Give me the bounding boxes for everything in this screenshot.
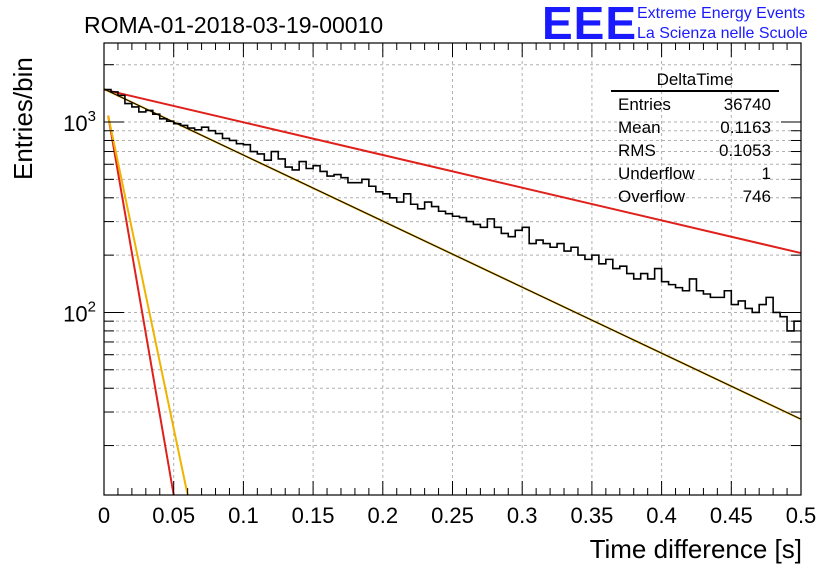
stats-value: 0.1053 bbox=[719, 141, 771, 160]
y-tick-label: 102 bbox=[63, 298, 96, 326]
stats-label: RMS bbox=[618, 141, 656, 160]
stats-label: Overflow bbox=[618, 187, 686, 206]
stats-label: Underflow bbox=[618, 164, 695, 183]
x-tick-label: 0.2 bbox=[368, 503, 399, 528]
y-axis-ticks: 103 102 bbox=[63, 64, 801, 447]
fit-line-red bbox=[107, 115, 175, 496]
stats-title: DeltaTime bbox=[611, 70, 779, 92]
logo-mark: EEE bbox=[542, 0, 638, 49]
stats-row-overflow: Overflow 746 bbox=[611, 185, 779, 208]
stats-row-rms: RMS 0.1053 bbox=[611, 139, 779, 162]
x-tick-label: 0.25 bbox=[431, 503, 474, 528]
logo-line-2: La Scienza nelle Scuole bbox=[637, 25, 808, 42]
fit-line-red bbox=[103, 88, 802, 255]
x-tick-label: 0.4 bbox=[646, 503, 677, 528]
stats-label: Entries bbox=[618, 95, 671, 114]
y-tick-label: 103 bbox=[63, 108, 96, 136]
stats-row-underflow: Underflow 1 bbox=[611, 162, 779, 185]
plot-title: ROMA-01-2018-03-19-00010 bbox=[84, 12, 384, 38]
stats-value: 0.1163 bbox=[720, 118, 771, 137]
fit-line-yellow bbox=[107, 115, 189, 496]
stats-label: Mean bbox=[618, 118, 661, 137]
stats-row-entries: Entries 36740 bbox=[611, 93, 779, 116]
logo-line-1: Extreme Energy Events bbox=[637, 5, 806, 22]
stats-box: DeltaTime Entries 36740 Mean 0.1163 RMS … bbox=[611, 70, 779, 208]
eee-logo: EEE Extreme Energy Events La Scienza nel… bbox=[542, 0, 832, 49]
x-tick-label: 0.35 bbox=[570, 503, 613, 528]
x-tick-label: 0.05 bbox=[152, 503, 195, 528]
x-tick-label: 0.3 bbox=[507, 503, 538, 528]
stats-value: 746 bbox=[742, 187, 771, 206]
x-tick-label: 0 bbox=[98, 503, 110, 528]
stats-value: 36740 bbox=[723, 95, 771, 114]
stats-row-mean: Mean 0.1163 bbox=[611, 116, 779, 139]
fit-line-black bbox=[103, 88, 802, 420]
x-tick-label: 0.45 bbox=[710, 503, 753, 528]
x-tick-label: 0.15 bbox=[292, 503, 335, 528]
y-axis-title: Entries/bin bbox=[8, 57, 38, 180]
x-tick-label: 0.5 bbox=[786, 503, 817, 528]
x-tick-label: 0.1 bbox=[228, 503, 259, 528]
histogram-step-line bbox=[104, 88, 801, 332]
x-axis-title: Time difference [s] bbox=[589, 534, 802, 564]
histogram-series bbox=[104, 88, 801, 332]
fit-curves bbox=[103, 88, 802, 496]
stats-value: 1 bbox=[761, 164, 771, 183]
x-axis-ticks: 0 0.05 0.1 0.15 0.2 0.25 0.3 0.35 0.4 0.45 0.5 bbox=[98, 43, 816, 528]
plot-grid bbox=[104, 43, 801, 495]
